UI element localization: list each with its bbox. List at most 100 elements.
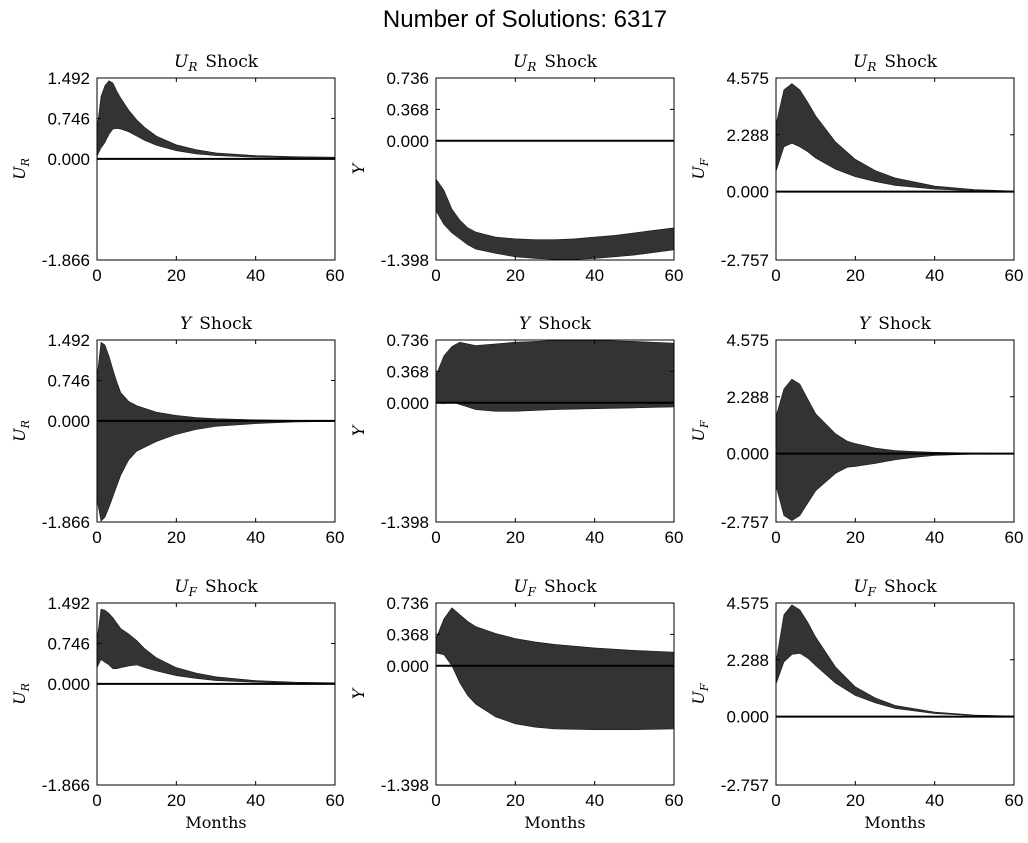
response-band <box>435 340 675 412</box>
x-tick-label: 60 <box>326 791 345 810</box>
subplot-2-0: -1.866 0.000 0.746 1.492 0 20 40 60 UF Shock UR Mon… <box>10 577 344 832</box>
y-tick-label: 4.575 <box>726 69 769 88</box>
y-tick-label: 2.288 <box>726 126 769 145</box>
axes-frame <box>96 77 336 261</box>
x-tick-label: 20 <box>846 791 865 810</box>
y-tick-label: 1.492 <box>47 594 90 613</box>
y-tick-label: 0.368 <box>386 362 429 381</box>
x-tick-label: 40 <box>585 528 604 547</box>
x-tick-label: 20 <box>846 528 865 547</box>
x-tick-label: 0 <box>771 528 780 547</box>
response-band <box>775 83 1015 192</box>
x-tick-label: 20 <box>167 266 186 285</box>
axes-frame <box>435 339 675 523</box>
subplot-2-1: -1.398 0.000 0.368 0.736 0 20 40 60 UF Shock Y Mont… <box>349 577 683 832</box>
response-band <box>435 178 675 260</box>
axes-frame <box>435 77 675 261</box>
axes-frame <box>775 339 1015 523</box>
x-tick-label: 0 <box>92 528 101 547</box>
x-tick-label: 0 <box>431 266 440 285</box>
x-tick-label: 60 <box>1005 266 1024 285</box>
x-tick-label: 40 <box>925 266 944 285</box>
x-tick-label: 0 <box>771 791 780 810</box>
y-tick-label: -2.757 <box>721 251 769 270</box>
x-tick-label: 40 <box>246 266 265 285</box>
x-tick-label: 0 <box>92 266 101 285</box>
response-band <box>96 80 336 159</box>
subplot-1-2: -2.757 0.000 2.288 4.575 0 20 40 60 Y Shock UF <box>689 314 1023 547</box>
x-tick-label: 60 <box>1005 791 1024 810</box>
subplot-2-2: -2.757 0.000 2.288 4.575 0 20 40 60 UF Shock UF Mon… <box>689 577 1023 832</box>
x-tick-label: 0 <box>92 791 101 810</box>
y-axis-label: UR <box>10 683 32 705</box>
subplot-0-1: -1.398 0.000 0.368 0.736 0 20 40 60 UR Shock Y <box>349 52 683 285</box>
subplot-1-1: -1.398 0.000 0.368 0.736 0 20 40 60 Y Shock Y <box>349 314 683 547</box>
subplot-title: UR Shock <box>853 52 938 74</box>
y-tick-label: -2.757 <box>721 513 769 532</box>
x-tick-label: 0 <box>431 791 440 810</box>
x-axis-label: Months <box>524 813 585 832</box>
response-band <box>96 608 336 685</box>
y-tick-label: 0.000 <box>47 675 90 694</box>
y-tick-label: 0.746 <box>47 109 90 128</box>
x-tick-label: 60 <box>665 528 684 547</box>
y-tick-label: 0.000 <box>726 708 769 727</box>
y-tick-label: -1.398 <box>381 251 429 270</box>
x-tick-label: 20 <box>506 266 525 285</box>
y-tick-label: 0.000 <box>386 394 429 413</box>
x-tick-label: 0 <box>771 266 780 285</box>
subplot-title: UF Shock <box>513 577 597 599</box>
y-tick-label: 0.746 <box>47 634 90 653</box>
x-tick-label: 20 <box>506 791 525 810</box>
y-axis-label: Y <box>349 162 368 174</box>
y-tick-label: -1.866 <box>42 251 90 270</box>
y-tick-label: 0.368 <box>386 625 429 644</box>
axes-frame <box>96 602 336 786</box>
y-tick-label: 0.000 <box>726 445 769 464</box>
y-axis-label: UF <box>689 420 711 441</box>
y-tick-label: 0.000 <box>47 150 90 169</box>
x-tick-label: 20 <box>167 791 186 810</box>
y-tick-label: 0.746 <box>47 371 90 390</box>
subplot-title: Y Shock <box>859 314 932 334</box>
x-tick-label: 40 <box>585 266 604 285</box>
y-tick-label: 0.368 <box>386 100 429 119</box>
y-tick-label: 2.288 <box>726 651 769 670</box>
axes-frame <box>775 602 1015 786</box>
x-tick-label: 60 <box>665 266 684 285</box>
axes-frame <box>96 339 336 523</box>
y-tick-label: 4.575 <box>726 331 769 350</box>
subplot-title: Y Shock <box>519 314 592 334</box>
y-tick-label: 0.000 <box>386 657 429 676</box>
y-tick-label: -1.398 <box>381 776 429 795</box>
y-axis-label: Y <box>349 424 368 436</box>
y-tick-label: -2.757 <box>721 776 769 795</box>
y-axis-label: UR <box>10 420 32 442</box>
subplot-1-0: -1.866 0.000 0.746 1.492 0 20 40 60 Y Shock UR <box>10 314 344 547</box>
y-tick-label: 1.492 <box>47 331 90 350</box>
y-tick-label: 2.288 <box>726 388 769 407</box>
response-band <box>96 341 336 522</box>
x-tick-label: 40 <box>585 791 604 810</box>
axes-frame <box>775 77 1015 261</box>
y-tick-label: 1.492 <box>47 69 90 88</box>
subplot-title: UR Shock <box>174 52 259 74</box>
y-tick-label: -1.866 <box>42 776 90 795</box>
x-tick-label: 0 <box>431 528 440 547</box>
y-axis-label: UR <box>10 158 32 180</box>
y-tick-label: 0.000 <box>386 132 429 151</box>
response-band <box>435 607 675 730</box>
subplot-0-2: -2.757 0.000 2.288 4.575 0 20 40 60 UR Shock UF <box>689 52 1023 285</box>
subplot-title: UF Shock <box>174 577 258 599</box>
y-tick-label: -1.398 <box>381 513 429 532</box>
x-tick-label: 20 <box>167 528 186 547</box>
x-tick-label: 60 <box>1005 528 1024 547</box>
x-tick-label: 40 <box>925 791 944 810</box>
y-axis-label: UF <box>689 683 711 704</box>
x-tick-label: 60 <box>326 266 345 285</box>
x-tick-label: 20 <box>506 528 525 547</box>
subplot-title: UF Shock <box>853 577 937 599</box>
y-tick-label: 0.736 <box>386 69 429 88</box>
axes-frame <box>435 602 675 786</box>
